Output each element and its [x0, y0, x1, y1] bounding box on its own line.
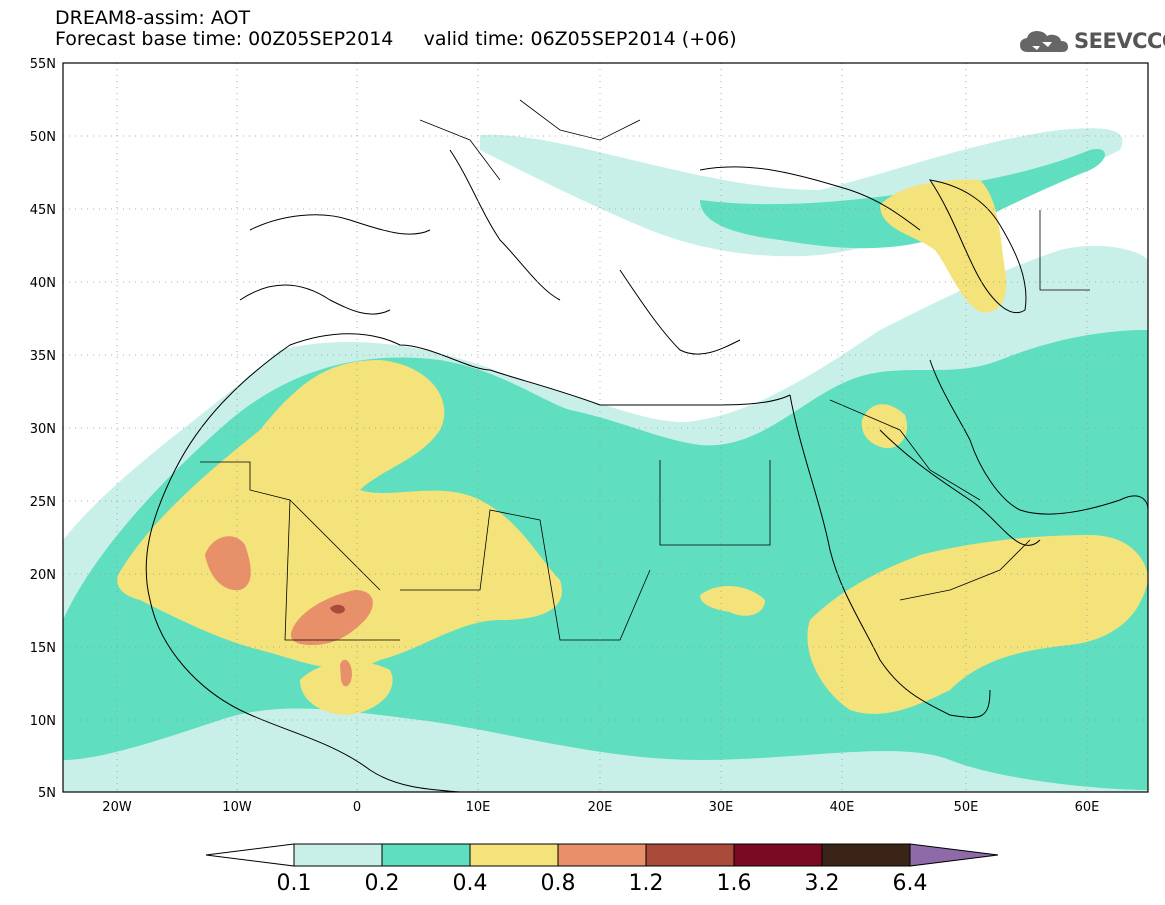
map-title: DREAM8-assim: AOT	[55, 7, 251, 29]
aot-field	[63, 63, 1148, 792]
lat-tick-label: 55N	[30, 57, 56, 72]
aot-contour-1.2	[330, 604, 345, 614]
colorbar-label: 0.1	[277, 871, 312, 896]
colorbar-label: 1.2	[629, 871, 664, 896]
colorbar-label: 6.4	[893, 871, 928, 896]
lat-tick-label: 30N	[30, 422, 56, 437]
map-frame	[62, 62, 1149, 793]
colorbar	[205, 843, 999, 867]
lat-tick-label: 45N	[30, 203, 56, 218]
map-grid	[63, 63, 1148, 792]
lat-tick-label: 35N	[30, 349, 56, 364]
aot-contour-0.4-arabia	[807, 535, 1148, 714]
colorbar-swatch-below	[205, 843, 295, 867]
lon-tick-label: 20E	[588, 800, 613, 815]
colorbar-label: 1.6	[717, 871, 752, 896]
aot-contour-0.4-caspian	[880, 179, 1007, 313]
lon-tick-label: 20W	[102, 800, 132, 815]
lon-tick-label: 50E	[954, 800, 979, 815]
colorbar-swatch	[293, 843, 383, 867]
lon-tick-label: 10E	[466, 800, 491, 815]
lon-tick-label: 40E	[830, 800, 855, 815]
colorbar-swatch	[645, 843, 735, 867]
colorbar-label: 0.8	[541, 871, 576, 896]
country-borders	[200, 99, 1090, 641]
colorbar-label: 0.4	[453, 871, 488, 896]
logo-text: SEEVCCC	[1074, 29, 1165, 53]
aot-contour-0.4-south	[300, 661, 393, 715]
lat-tick-label: 20N	[30, 568, 56, 583]
aot-contour-0.4-chad	[700, 585, 765, 616]
aot-contour-0.4-sahara	[117, 360, 562, 669]
cloud-icon	[1020, 31, 1068, 52]
lon-axis: 20W 10W 0 10E 20E 30E 40E 50E 60E	[102, 800, 1099, 815]
map-subtitle-times: Forecast base time: 00Z05SEP2014 valid t…	[55, 28, 737, 50]
aot-contour-0.8-mauritania	[205, 536, 251, 591]
lat-tick-label: 50N	[30, 130, 56, 145]
aot-contour-0.4-iraq	[861, 404, 908, 449]
seevccc-logo: SEEVCCC	[1018, 26, 1165, 56]
colorbar-swatch	[733, 843, 823, 867]
aot-contour-0.8-mali	[290, 590, 373, 645]
lon-tick-label: 10W	[222, 800, 252, 815]
colorbar-swatch	[821, 843, 911, 867]
lat-tick-label: 10N	[30, 714, 56, 729]
lon-tick-label: 0	[353, 800, 361, 815]
colorbar-label: 0.2	[365, 871, 400, 896]
colorbar-swatch	[557, 843, 647, 867]
colorbar-swatch	[469, 843, 559, 867]
lon-tick-label: 60E	[1075, 800, 1100, 815]
lat-axis: 55N 50N 45N 40N 35N 30N 25N 20N 15N 10N …	[30, 57, 56, 801]
colorbar-labels: 0.1 0.2 0.4 0.8 1.2 1.6 3.2 6.4	[277, 871, 928, 896]
lat-tick-label: 15N	[30, 641, 56, 656]
aot-contour-0.8-niger	[340, 659, 352, 687]
lat-tick-label: 40N	[30, 276, 56, 291]
aot-contour-0.1-north	[480, 128, 1123, 257]
colorbar-label: 3.2	[805, 871, 840, 896]
lat-tick-label: 5N	[38, 786, 56, 801]
colorbar-swatch	[381, 843, 471, 867]
lon-tick-label: 30E	[709, 800, 734, 815]
colorbar-swatch-above	[909, 843, 999, 867]
lat-tick-label: 25N	[30, 495, 56, 510]
coastlines	[145, 149, 1148, 792]
